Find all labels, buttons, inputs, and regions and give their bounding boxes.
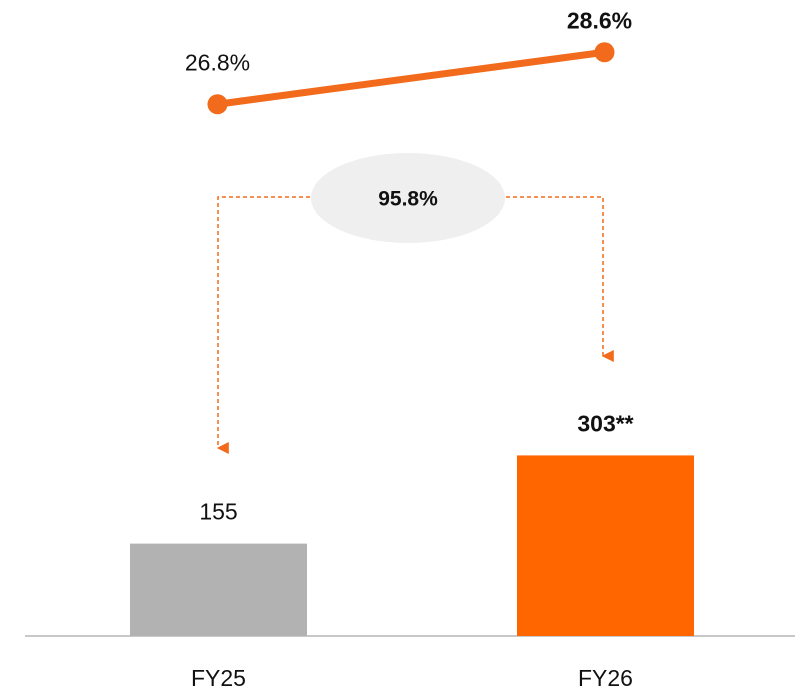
bar-value-label: 303** xyxy=(577,410,633,436)
line-point xyxy=(594,42,615,63)
line-value-label: 26.8% xyxy=(185,49,250,75)
x-tick-label: FY26 xyxy=(578,665,633,691)
line xyxy=(214,48,608,108)
x-tick-label: FY25 xyxy=(191,665,246,691)
bar xyxy=(517,455,694,636)
growth-label: 95.8% xyxy=(378,188,438,211)
line-value-label: 28.6% xyxy=(567,7,632,33)
bar xyxy=(130,543,307,636)
growth-arrow xyxy=(506,196,614,362)
growth-bubble xyxy=(311,153,505,243)
bar-value-label: 155 xyxy=(199,499,237,525)
growth-arrow xyxy=(216,196,310,454)
line-point xyxy=(207,94,228,115)
